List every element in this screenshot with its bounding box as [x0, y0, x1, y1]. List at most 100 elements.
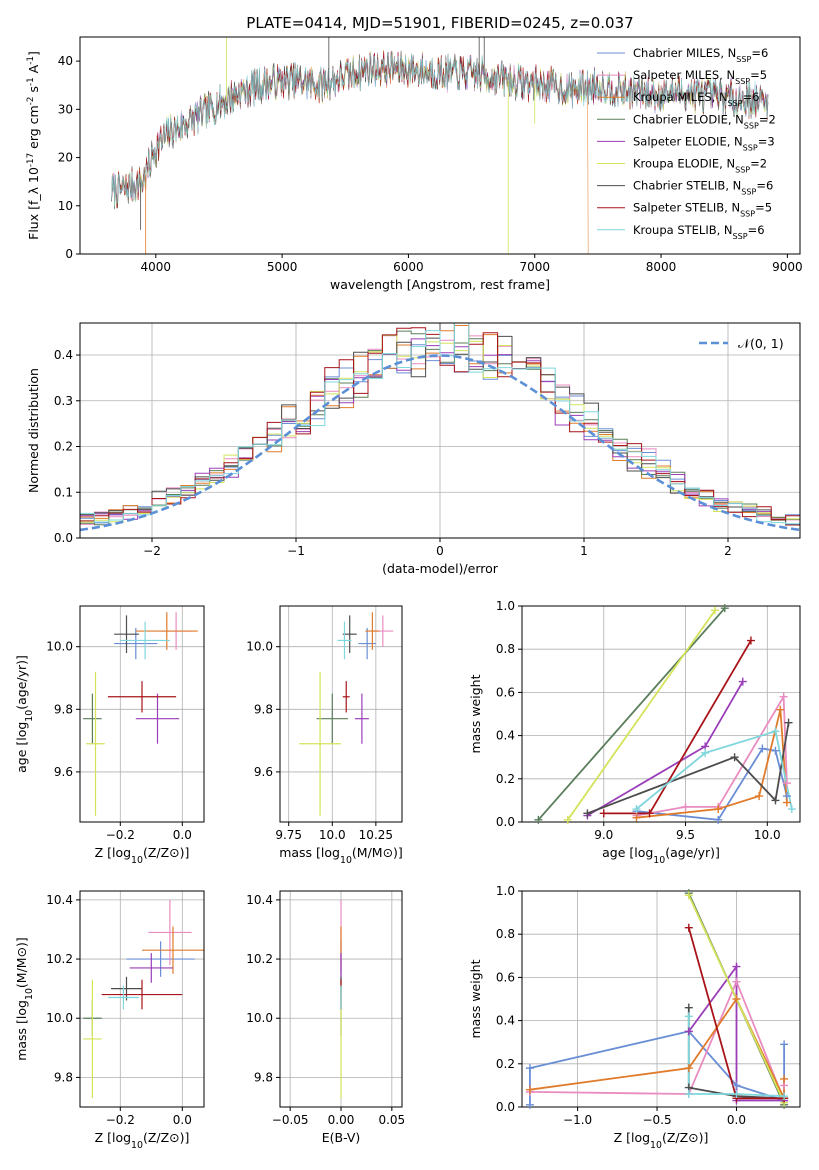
plot-area [111, 37, 769, 254]
x-axis-label: Z [log10(Z/Z⊙)] [95, 1130, 190, 1151]
weight-series [635, 730, 793, 810]
y-tick-label: 1.0 [496, 599, 515, 613]
spectrum-legend: Chabrier MILES, NSSP=6 Salpeter MILES, NS… [597, 46, 776, 240]
y-tick-label: 30 [58, 102, 73, 116]
y-tick-label: 10.0 [246, 640, 273, 654]
y-tick-label: 9.8 [54, 1070, 73, 1084]
legend-label: Chabrier ELODIE, NSSP=2 [633, 112, 776, 130]
legend-label: Salpeter STELIB, NSSP=5 [633, 201, 772, 219]
y-tick-label: 10.2 [46, 952, 73, 966]
y-axis-label: Flux [f_λ 10-17 erg cm-2 s-1 A-1] [26, 51, 41, 240]
y-tick-label: 10.4 [46, 893, 73, 907]
panel-age_vs_mass: 9.75 10.0 10.25 9.6 9.8 10.0 mass [log10(M/M⊙)… [246, 605, 403, 866]
weight-marker [534, 815, 543, 824]
y-tick-label: 0.2 [496, 772, 515, 786]
x-tick-label: 10.0 [754, 828, 781, 842]
x-tick-label: 0.0 [727, 1113, 746, 1127]
histogram-series [80, 323, 800, 525]
weight-marker [755, 792, 764, 801]
x-tick-label: 8000 [646, 260, 677, 274]
plot-area [83, 899, 204, 1099]
y-tick-label: 10.2 [246, 952, 273, 966]
panel-mass_vs_Z: −0.2 0.0 9.8 10.0 10.2 10.4 Z [log10(Z/Z⊙)] mas… [14, 890, 205, 1151]
y-tick-label: 0.2 [496, 1057, 515, 1071]
normal-curve [80, 354, 800, 532]
y-tick-label: 0.4 [496, 729, 515, 743]
weight-marker [732, 1081, 741, 1090]
x-tick-label: 1 [580, 544, 588, 558]
histogram-series [80, 323, 800, 525]
x-tick-label: −0.05 [272, 1113, 309, 1127]
y-axis-label: Normed distribution [26, 368, 41, 493]
weight-marker [632, 813, 641, 822]
legend-label: Kroupa ELODIE, NSSP=2 [633, 157, 767, 175]
x-axis-label: wavelength [Angstrom, rest frame] [330, 277, 550, 292]
legend-label: Kroupa MILES, NSSP=6 [633, 90, 760, 108]
axes-frame [79, 890, 205, 1108]
plot-area [83, 612, 198, 816]
x-tick-label: 0.00 [328, 1113, 355, 1127]
axes-frame [521, 890, 801, 1108]
y-tick-label: 0.3 [54, 394, 73, 408]
panel-age_vs_Z: −0.2 0.0 9.6 9.8 10.0 Z [log10(Z/Z⊙)] age [log… [14, 605, 205, 866]
weight-marker [771, 746, 780, 755]
weight-marker [779, 692, 788, 701]
legend-label: 𝒩(0, 1) [738, 336, 784, 351]
y-axis-label: age [log10(age/yr)] [14, 655, 35, 773]
weight-marker [684, 923, 693, 932]
legend-label: Salpeter MILES, NSSP=5 [633, 68, 767, 86]
y-axis-label: mass weight [468, 959, 483, 1038]
x-axis-label: Z [log10(Z/Z⊙)] [95, 845, 190, 866]
weight-marker [684, 1003, 693, 1012]
x-tick-label: 9.0 [594, 828, 613, 842]
weight-marker [780, 1074, 789, 1083]
x-tick-label: 10.0 [319, 828, 346, 842]
y-tick-label: 9.6 [54, 765, 73, 779]
y-tick-label: 9.8 [54, 702, 73, 716]
weight-series [636, 709, 788, 819]
panel-weight_vs_age: 9.0 9.5 10.0 0.0 0.2 0.4 0.6 0.8 1.0 age [log10(a… [468, 599, 801, 866]
y-tick-label: 0.6 [496, 970, 515, 984]
y-tick-label: 10.0 [46, 640, 73, 654]
y-tick-label: 10.4 [246, 893, 273, 907]
y-tick-label: 0 [65, 247, 73, 261]
x-tick-label: −0.2 [106, 828, 135, 842]
weight-marker [701, 748, 710, 757]
weight-marker [782, 798, 791, 807]
x-axis-label: E(B-V) [322, 1130, 361, 1145]
weight-marker [684, 1090, 693, 1099]
y-tick-label: 0.0 [54, 531, 73, 545]
x-tick-label: −2 [143, 544, 161, 558]
panel-residuals: −2 −1 0 1 2 0.0 0.1 0.2 0.3 0.4 (data-model)/error… [26, 322, 801, 576]
weight-marker [583, 809, 592, 818]
y-tick-label: 0.2 [54, 440, 73, 454]
x-tick-label: 9.75 [275, 828, 302, 842]
weight-marker [730, 753, 739, 762]
x-axis-label: mass [log10(M/M⊙)] [279, 845, 403, 866]
weight-marker [776, 705, 785, 714]
plot-area [80, 323, 800, 532]
x-tick-label: 7000 [519, 260, 550, 274]
axes-frame [521, 605, 801, 823]
weight-marker [684, 1012, 693, 1021]
weight-marker [758, 744, 767, 753]
x-tick-label: 0.0 [173, 1113, 192, 1127]
weight-marker [525, 1100, 534, 1109]
weight-marker [732, 977, 741, 986]
x-axis-label: (data-model)/error [382, 561, 499, 576]
weight-marker [771, 796, 780, 805]
y-tick-label: 9.8 [254, 1070, 273, 1084]
weight-marker [780, 1092, 789, 1101]
panel-spectrum: 4000 5000 6000 7000 8000 9000 0 10 20 30 40 wavelen… [26, 36, 803, 292]
weight-series [687, 1016, 785, 1098]
weight-marker [684, 1064, 693, 1073]
weight-marker [732, 1090, 741, 1099]
weight-marker [738, 677, 747, 686]
weight-marker [746, 636, 755, 645]
y-tick-label: 10.0 [246, 1011, 273, 1025]
weight-marker [563, 815, 572, 824]
x-axis-label: age [log10(age/yr)] [602, 845, 720, 866]
weight-marker [684, 891, 693, 900]
x-tick-label: 0 [436, 544, 444, 558]
